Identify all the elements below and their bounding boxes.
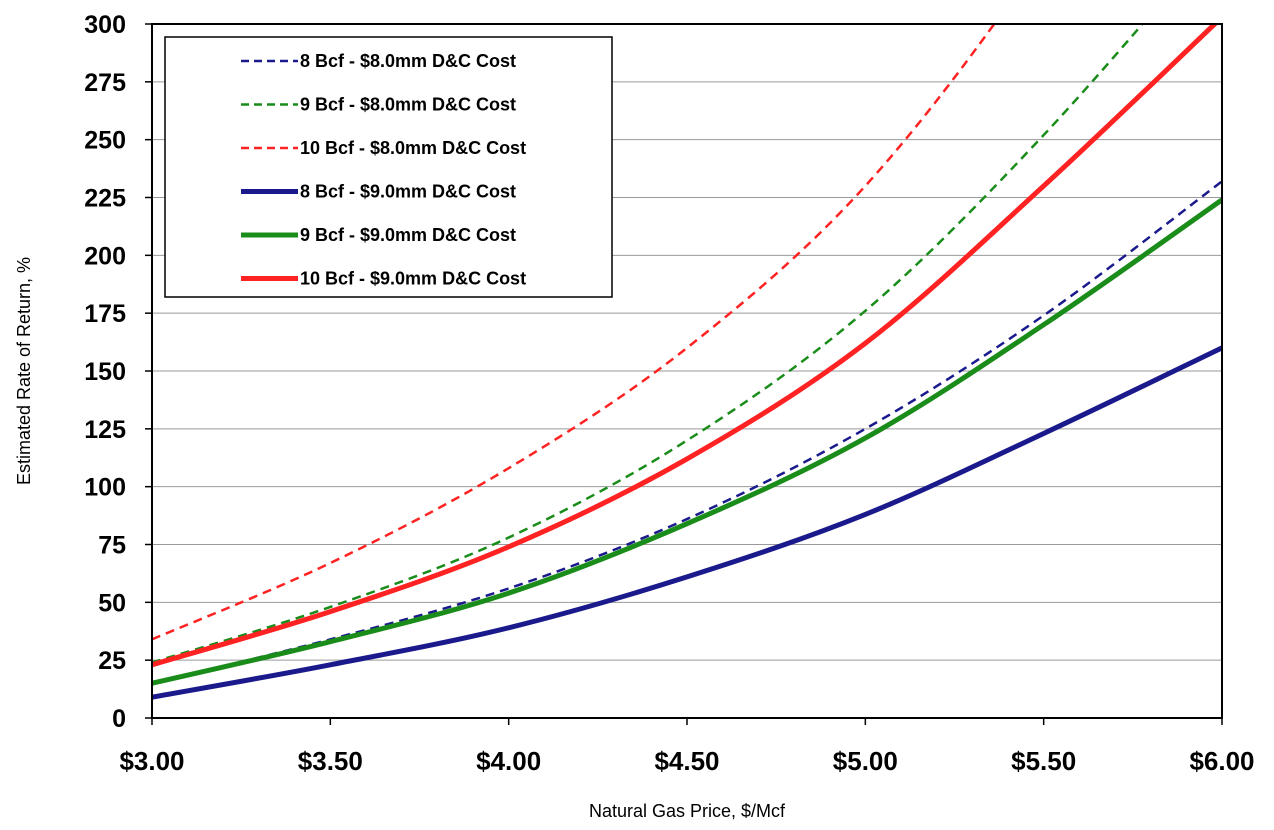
y-tick-label: 75 <box>98 532 126 560</box>
legend-label-4: 9 Bcf - $9.0mm D&C Cost <box>300 225 516 245</box>
x-axis-title: Natural Gas Price, $/Mcf <box>589 801 786 821</box>
y-tick-label: 225 <box>84 185 126 213</box>
series-line-3 <box>152 345 1222 700</box>
series-line-5 <box>152 24 1219 668</box>
legend-label-3: 8 Bcf - $9.0mm D&C Cost <box>300 182 516 202</box>
y-axis-title: Estimated Rate of Return, % <box>14 257 34 485</box>
legend-label-5: 10 Bcf - $9.0mm D&C Cost <box>300 269 526 289</box>
y-tick-label: 50 <box>98 589 126 617</box>
legend-label-0: 8 Bcf - $8.0mm D&C Cost <box>300 51 516 71</box>
y-tick-label: 0 <box>112 705 126 733</box>
x-tick-label: $5.50 <box>1011 746 1076 776</box>
y-tick-label: 275 <box>84 69 126 97</box>
series-line-1 <box>152 24 1145 664</box>
legend-box <box>164 36 613 298</box>
x-tick-label: $4.00 <box>476 746 541 776</box>
y-tick-label: 125 <box>84 416 126 444</box>
legend-label-1: 9 Bcf - $8.0mm D&C Cost <box>300 95 516 115</box>
legend: 8 Bcf - $8.0mm D&C Cost 9 Bcf - $8.0mm D&… <box>164 36 613 298</box>
series-line-4 <box>152 197 1222 686</box>
x-axis-ticks: $3.00 $3.50 $4.00 $4.50 $5.00 $5.50 $6.00 <box>119 718 1255 776</box>
y-tick-label: 300 <box>84 11 126 39</box>
series-line-2 <box>152 24 996 641</box>
legend-label-2: 10 Bcf - $8.0mm D&C Cost <box>300 138 526 158</box>
x-tick-label: $3.00 <box>119 746 184 776</box>
y-axis-ticks: 0 25 50 75 100 125 150 175 200 225 250 275 300 <box>84 11 152 733</box>
y-tick-label: 175 <box>84 300 126 328</box>
y-tick-label: 150 <box>84 358 126 386</box>
x-tick-label: $5.00 <box>833 746 898 776</box>
x-tick-label: $3.50 <box>298 746 363 776</box>
x-tick-label: $4.50 <box>654 746 719 776</box>
x-tick-label: $6.00 <box>1189 746 1254 776</box>
y-tick-label: 200 <box>84 242 126 270</box>
y-tick-label: 100 <box>84 474 126 502</box>
series-group <box>152 24 1222 700</box>
y-tick-label: 25 <box>98 647 126 675</box>
y-tick-label: 250 <box>84 127 126 155</box>
